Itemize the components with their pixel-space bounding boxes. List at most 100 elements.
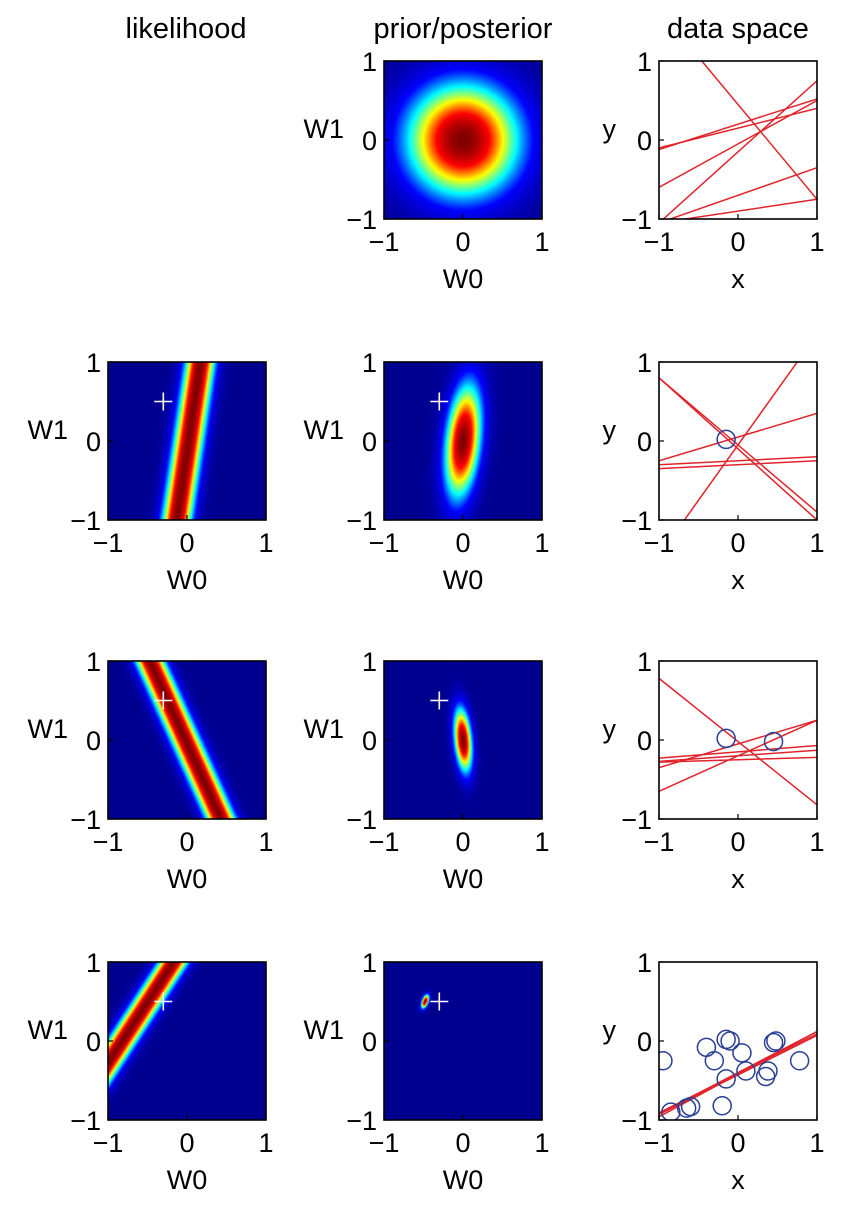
x-tick-label: 1 <box>534 827 549 857</box>
x-tick-label: 1 <box>809 1128 824 1158</box>
data-point <box>763 731 784 752</box>
x-axis-label: W0 <box>443 864 484 894</box>
x-tick-label: 1 <box>534 1128 549 1158</box>
y-tick-label: −1 <box>70 805 101 835</box>
x-tick-label: 1 <box>258 528 273 558</box>
x-axis-label: x <box>731 565 745 595</box>
posterior-axes-row-2: −1−1 0 0 1 1 W0 W1 <box>304 348 550 595</box>
y-tick-label: −1 <box>346 1106 377 1136</box>
y-tick-label: −1 <box>346 205 377 235</box>
y-tick-label: 0 <box>637 427 652 457</box>
data-background <box>659 962 817 1120</box>
y-tick-label: 1 <box>362 948 377 978</box>
y-tick-label: −1 <box>621 506 652 536</box>
x-tick-label: −1 <box>93 528 124 558</box>
y-tick-label: 0 <box>637 1027 652 1057</box>
posterior-axes-row-1: −1−1 0 0 1 1 W0 W1 <box>304 47 550 294</box>
y-axis-label: W1 <box>28 415 69 445</box>
data-point <box>712 1096 732 1116</box>
data-background <box>659 362 817 520</box>
x-axis-label: x <box>731 864 745 894</box>
likelihood-plot-area <box>108 362 266 520</box>
data-point <box>736 1061 756 1081</box>
x-tick-label: 0 <box>455 1128 470 1158</box>
x-tick-label: 0 <box>455 528 470 558</box>
y-tick-label: −1 <box>621 1106 652 1136</box>
data-point <box>704 1051 725 1071</box>
y-tick-label: 0 <box>362 1027 377 1057</box>
x-tick-label: 1 <box>809 827 824 857</box>
x-tick-label: 1 <box>534 528 549 558</box>
x-axis-label: W0 <box>167 864 208 894</box>
x-tick-label: −1 <box>369 227 400 257</box>
data-background <box>659 661 817 819</box>
y-axis-label: W1 <box>304 114 345 144</box>
posterior-axes-row-3: −1−1 0 0 1 1 W0 W1 <box>304 647 550 894</box>
data-axes-row-3: −1−1 0 0 1 1 x y <box>603 647 825 894</box>
y-tick-label: −1 <box>346 506 377 536</box>
y-tick-label: 1 <box>637 348 652 378</box>
y-axis-label: W1 <box>28 714 69 744</box>
y-tick-label: 0 <box>86 1027 101 1057</box>
x-axis-label: W0 <box>443 565 484 595</box>
sample-line <box>659 744 817 759</box>
x-tick-label: 0 <box>730 1128 745 1158</box>
data-point <box>758 1061 778 1081</box>
y-tick-label: 1 <box>637 647 652 677</box>
y-tick-label: 1 <box>637 47 652 77</box>
x-tick-label: 1 <box>809 528 824 558</box>
x-tick-label: 1 <box>809 227 824 257</box>
posterior-heatmap <box>384 962 542 1120</box>
sample-line <box>659 456 817 466</box>
sample-line <box>659 677 817 806</box>
x-tick-label: −1 <box>369 827 400 857</box>
posterior-axes-row-4: −1−1 0 0 1 1 W0 W1 <box>304 948 550 1195</box>
x-tick-label: −1 <box>369 1128 400 1158</box>
data-plot-area <box>659 61 817 219</box>
y-tick-label: 1 <box>362 647 377 677</box>
x-tick-label: 0 <box>730 827 745 857</box>
x-tick-label: 0 <box>179 1128 194 1158</box>
x-tick-label: −1 <box>644 1128 675 1158</box>
x-axis-label: W0 <box>167 1165 208 1195</box>
sample-line <box>659 412 817 462</box>
y-tick-label: −1 <box>70 506 101 536</box>
data-point <box>680 1096 701 1117</box>
x-axis-label: x <box>731 1165 745 1195</box>
x-tick-label: 1 <box>258 827 273 857</box>
y-tick-label: −1 <box>70 1106 101 1136</box>
column-title-data-space: data space <box>667 13 809 45</box>
x-axis-label: W0 <box>443 1165 484 1195</box>
x-tick-label: 1 <box>258 1128 273 1158</box>
y-tick-label: −1 <box>621 205 652 235</box>
y-axis-label: W1 <box>304 415 345 445</box>
y-axis-label: W1 <box>28 1015 69 1045</box>
y-tick-label: 1 <box>362 47 377 77</box>
data-plot-area <box>659 362 817 520</box>
y-tick-label: 1 <box>637 948 652 978</box>
posterior-plot-area <box>384 962 542 1120</box>
x-tick-label: 1 <box>534 227 549 257</box>
data-axes-row-2: −1−1 0 0 1 1 x y <box>603 348 825 595</box>
sample-line <box>659 756 817 763</box>
y-tick-label: 0 <box>637 726 652 756</box>
data-point <box>720 1031 740 1051</box>
data-plot-area <box>659 661 817 819</box>
data-point <box>766 1031 786 1051</box>
y-axis-label: y <box>603 114 617 144</box>
likelihood-axes-row-2: −1−1 0 0 1 1 W0 W1 <box>28 348 274 595</box>
y-tick-label: 1 <box>362 348 377 378</box>
posterior-heatmap <box>384 61 542 219</box>
likelihood-plot-area <box>108 962 266 1120</box>
sample-line <box>700 61 817 200</box>
posterior-plot-area <box>384 61 542 219</box>
y-tick-label: 0 <box>362 126 377 156</box>
y-tick-label: 0 <box>362 427 377 457</box>
sample-line <box>662 80 817 219</box>
x-tick-label: 0 <box>455 827 470 857</box>
data-plot-area <box>659 962 817 1120</box>
x-axis-label: x <box>731 264 745 294</box>
data-point <box>789 1051 810 1071</box>
data-point <box>732 1043 752 1063</box>
